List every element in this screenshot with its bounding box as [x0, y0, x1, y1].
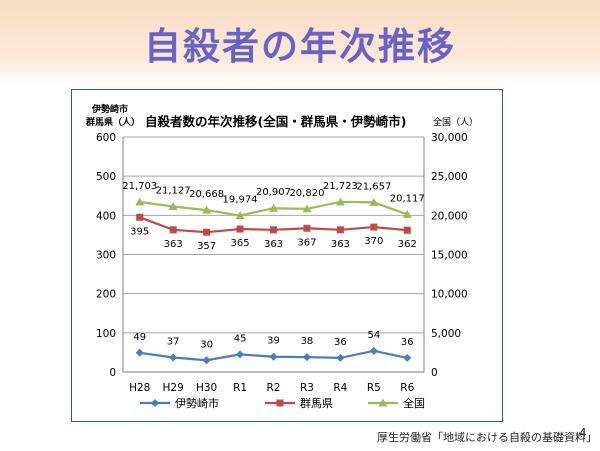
data-label: 39 — [267, 336, 280, 347]
left-tick-label: 0 — [109, 367, 116, 379]
x-tick-label: R4 — [333, 382, 347, 394]
x-tick-label: R1 — [233, 382, 247, 394]
data-label: 363 — [264, 239, 283, 250]
data-point-diamond — [202, 356, 211, 365]
x-tick-label: H30 — [196, 382, 217, 394]
chart-frame: 伊勢崎市 群馬県（人） 自殺者数の年次推移(全国・群馬県・伊勢崎市) 全国（人）… — [71, 89, 503, 422]
right-axis-label: 全国（人） — [433, 116, 478, 128]
data-label: 20,820 — [289, 188, 324, 199]
data-point-triangle — [335, 197, 345, 206]
data-point-diamond — [236, 350, 245, 359]
x-tick-label: R6 — [400, 382, 414, 394]
data-label: 363 — [331, 239, 350, 250]
data-point-square — [203, 228, 211, 236]
data-label: 20,907 — [256, 187, 291, 198]
data-label: 49 — [133, 332, 146, 343]
data-point-square — [336, 226, 344, 234]
data-label: 36 — [401, 337, 414, 348]
left-tick-label: 200 — [96, 289, 116, 301]
data-point-triangle — [369, 197, 379, 206]
data-label: 20,117 — [390, 193, 425, 204]
title-banner — [0, 0, 600, 84]
right-tick-label: 30,000 — [431, 132, 468, 144]
data-point-diamond — [403, 353, 412, 362]
data-label: 21,703 — [122, 181, 157, 192]
data-point-diamond — [302, 353, 311, 362]
data-label: 54 — [367, 330, 380, 341]
data-point-diamond — [169, 353, 178, 362]
right-tick-label: 15,000 — [431, 250, 468, 262]
data-label: 30 — [200, 339, 213, 350]
data-point-square — [270, 226, 277, 234]
x-tick-label: R2 — [267, 382, 281, 394]
data-label: 36 — [334, 337, 347, 348]
right-tick-label: 10,000 — [431, 289, 468, 301]
right-tick-label: 20,000 — [431, 210, 468, 222]
left-tick-label: 600 — [96, 132, 116, 144]
data-point-diamond — [369, 346, 378, 355]
data-label: 357 — [197, 241, 216, 252]
data-point-triangle — [302, 204, 312, 213]
data-label: 37 — [167, 337, 180, 348]
data-label: 45 — [234, 333, 247, 344]
data-point-triangle — [168, 202, 178, 211]
data-point-square — [303, 224, 311, 232]
data-label: 362 — [398, 239, 417, 250]
data-point-square — [403, 226, 411, 234]
x-tick-label: H29 — [163, 382, 184, 394]
data-point-diamond — [135, 348, 144, 357]
data-label: 367 — [297, 237, 316, 248]
data-point-triangle — [202, 205, 212, 214]
chart-title: 自殺者数の年次推移(全国・群馬県・伊勢崎市) — [145, 114, 406, 129]
data-point-square — [370, 223, 378, 231]
data-point-triangle — [269, 203, 278, 212]
legend-label: 全国 — [403, 396, 425, 410]
left-axis-label-line1: 伊勢崎市 — [91, 103, 128, 115]
left-tick-label: 100 — [96, 328, 116, 340]
legend-label: 群馬県 — [300, 396, 333, 410]
data-point-diamond — [151, 399, 159, 407]
data-label: 21,723 — [323, 181, 358, 192]
data-label: 370 — [364, 236, 383, 247]
data-label: 395 — [130, 226, 149, 237]
data-point-diamond — [336, 353, 345, 362]
x-tick-label: R5 — [367, 382, 381, 394]
data-point-triangle — [235, 211, 245, 220]
data-point-triangle — [135, 197, 145, 206]
data-point-square — [236, 225, 244, 233]
left-axis-label-line2: 群馬県（人） — [85, 116, 140, 128]
x-tick-label: H28 — [129, 382, 150, 394]
right-tick-label: 5,000 — [431, 328, 461, 340]
left-tick-label: 500 — [96, 171, 116, 183]
left-tick-label: 400 — [96, 210, 116, 222]
left-tick-label: 300 — [96, 250, 116, 262]
data-label: 365 — [231, 238, 250, 249]
data-label: 38 — [301, 336, 314, 347]
data-point-square — [276, 399, 284, 407]
data-label: 21,657 — [356, 181, 391, 192]
data-point-diamond — [269, 352, 278, 361]
right-tick-label: 25,000 — [431, 171, 468, 183]
data-label: 20,668 — [189, 189, 224, 200]
right-tick-label: 0 — [431, 367, 438, 379]
data-point-square — [169, 226, 177, 234]
data-point-triangle — [378, 398, 388, 407]
page-number: 4 — [579, 426, 587, 440]
legend-label: 伊勢崎市 — [175, 396, 219, 410]
data-point-triangle — [402, 209, 412, 218]
source-note: 厚生労働省「地域における自殺の基礎資料」 — [377, 431, 597, 444]
x-tick-label: R3 — [300, 382, 314, 394]
data-label: 19,974 — [223, 195, 258, 206]
line-chart: 伊勢崎市 群馬県（人） 自殺者数の年次推移(全国・群馬県・伊勢崎市) 全国（人）… — [85, 103, 478, 410]
data-label: 21,127 — [156, 186, 191, 197]
data-label: 363 — [164, 239, 183, 250]
data-point-square — [136, 213, 144, 221]
slide-title: 自殺者の年次推移 — [144, 25, 456, 68]
